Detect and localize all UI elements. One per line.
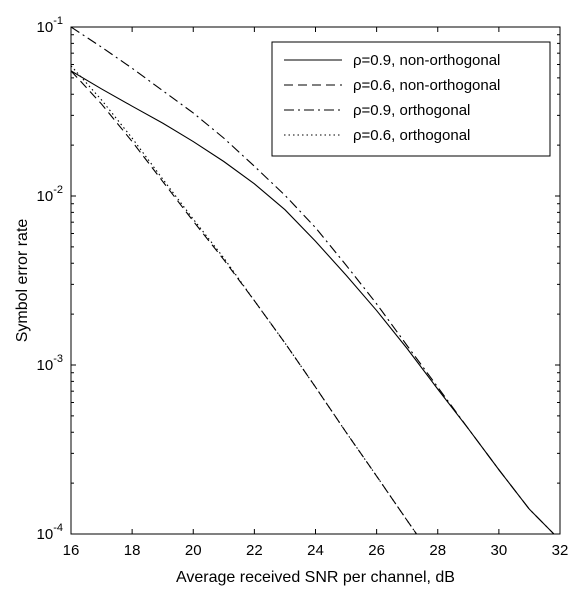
y-tick-label: 10-1 (37, 15, 63, 36)
y-tick-label: 10-4 (37, 522, 63, 543)
y-tick-label: 10-2 (37, 184, 63, 205)
x-tick-label: 32 (552, 542, 569, 559)
legend: ρ=0.9, non-orthogonal ρ=0.6, non-orthogon… (271, 41, 551, 157)
x-axis-label: Average received SNR per channel, dB (176, 569, 455, 586)
series-line-4 (71, 65, 444, 534)
legend-box (271, 41, 551, 157)
legend-label: ρ=0.9, non-orthogonal (353, 52, 500, 69)
y-tick-label: 10-3 (37, 353, 63, 374)
y-axis-label: Symbol error rate (14, 219, 31, 343)
series-line-2 (71, 70, 444, 534)
x-tick-label: 20 (185, 542, 202, 559)
axis-ticks: 16 18 20 22 24 26 28 30 32 10-1 10-2 10-3 10-4 (37, 15, 569, 559)
x-tick-label: 22 (246, 542, 263, 559)
x-tick-label: 26 (368, 542, 385, 559)
x-tick-label: 18 (124, 542, 141, 559)
legend-label: ρ=0.6, orthogonal (353, 127, 470, 144)
legend-label: ρ=0.6, non-orthogonal (353, 77, 500, 94)
legend-label: ρ=0.9, orthogonal (353, 102, 470, 119)
chart-marks (71, 27, 555, 534)
series-line-3 (71, 27, 555, 534)
x-tick-label: 24 (307, 542, 324, 559)
x-tick-label: 30 (491, 542, 508, 559)
x-tick-label: 28 (429, 542, 446, 559)
x-tick-label: 16 (63, 542, 80, 559)
